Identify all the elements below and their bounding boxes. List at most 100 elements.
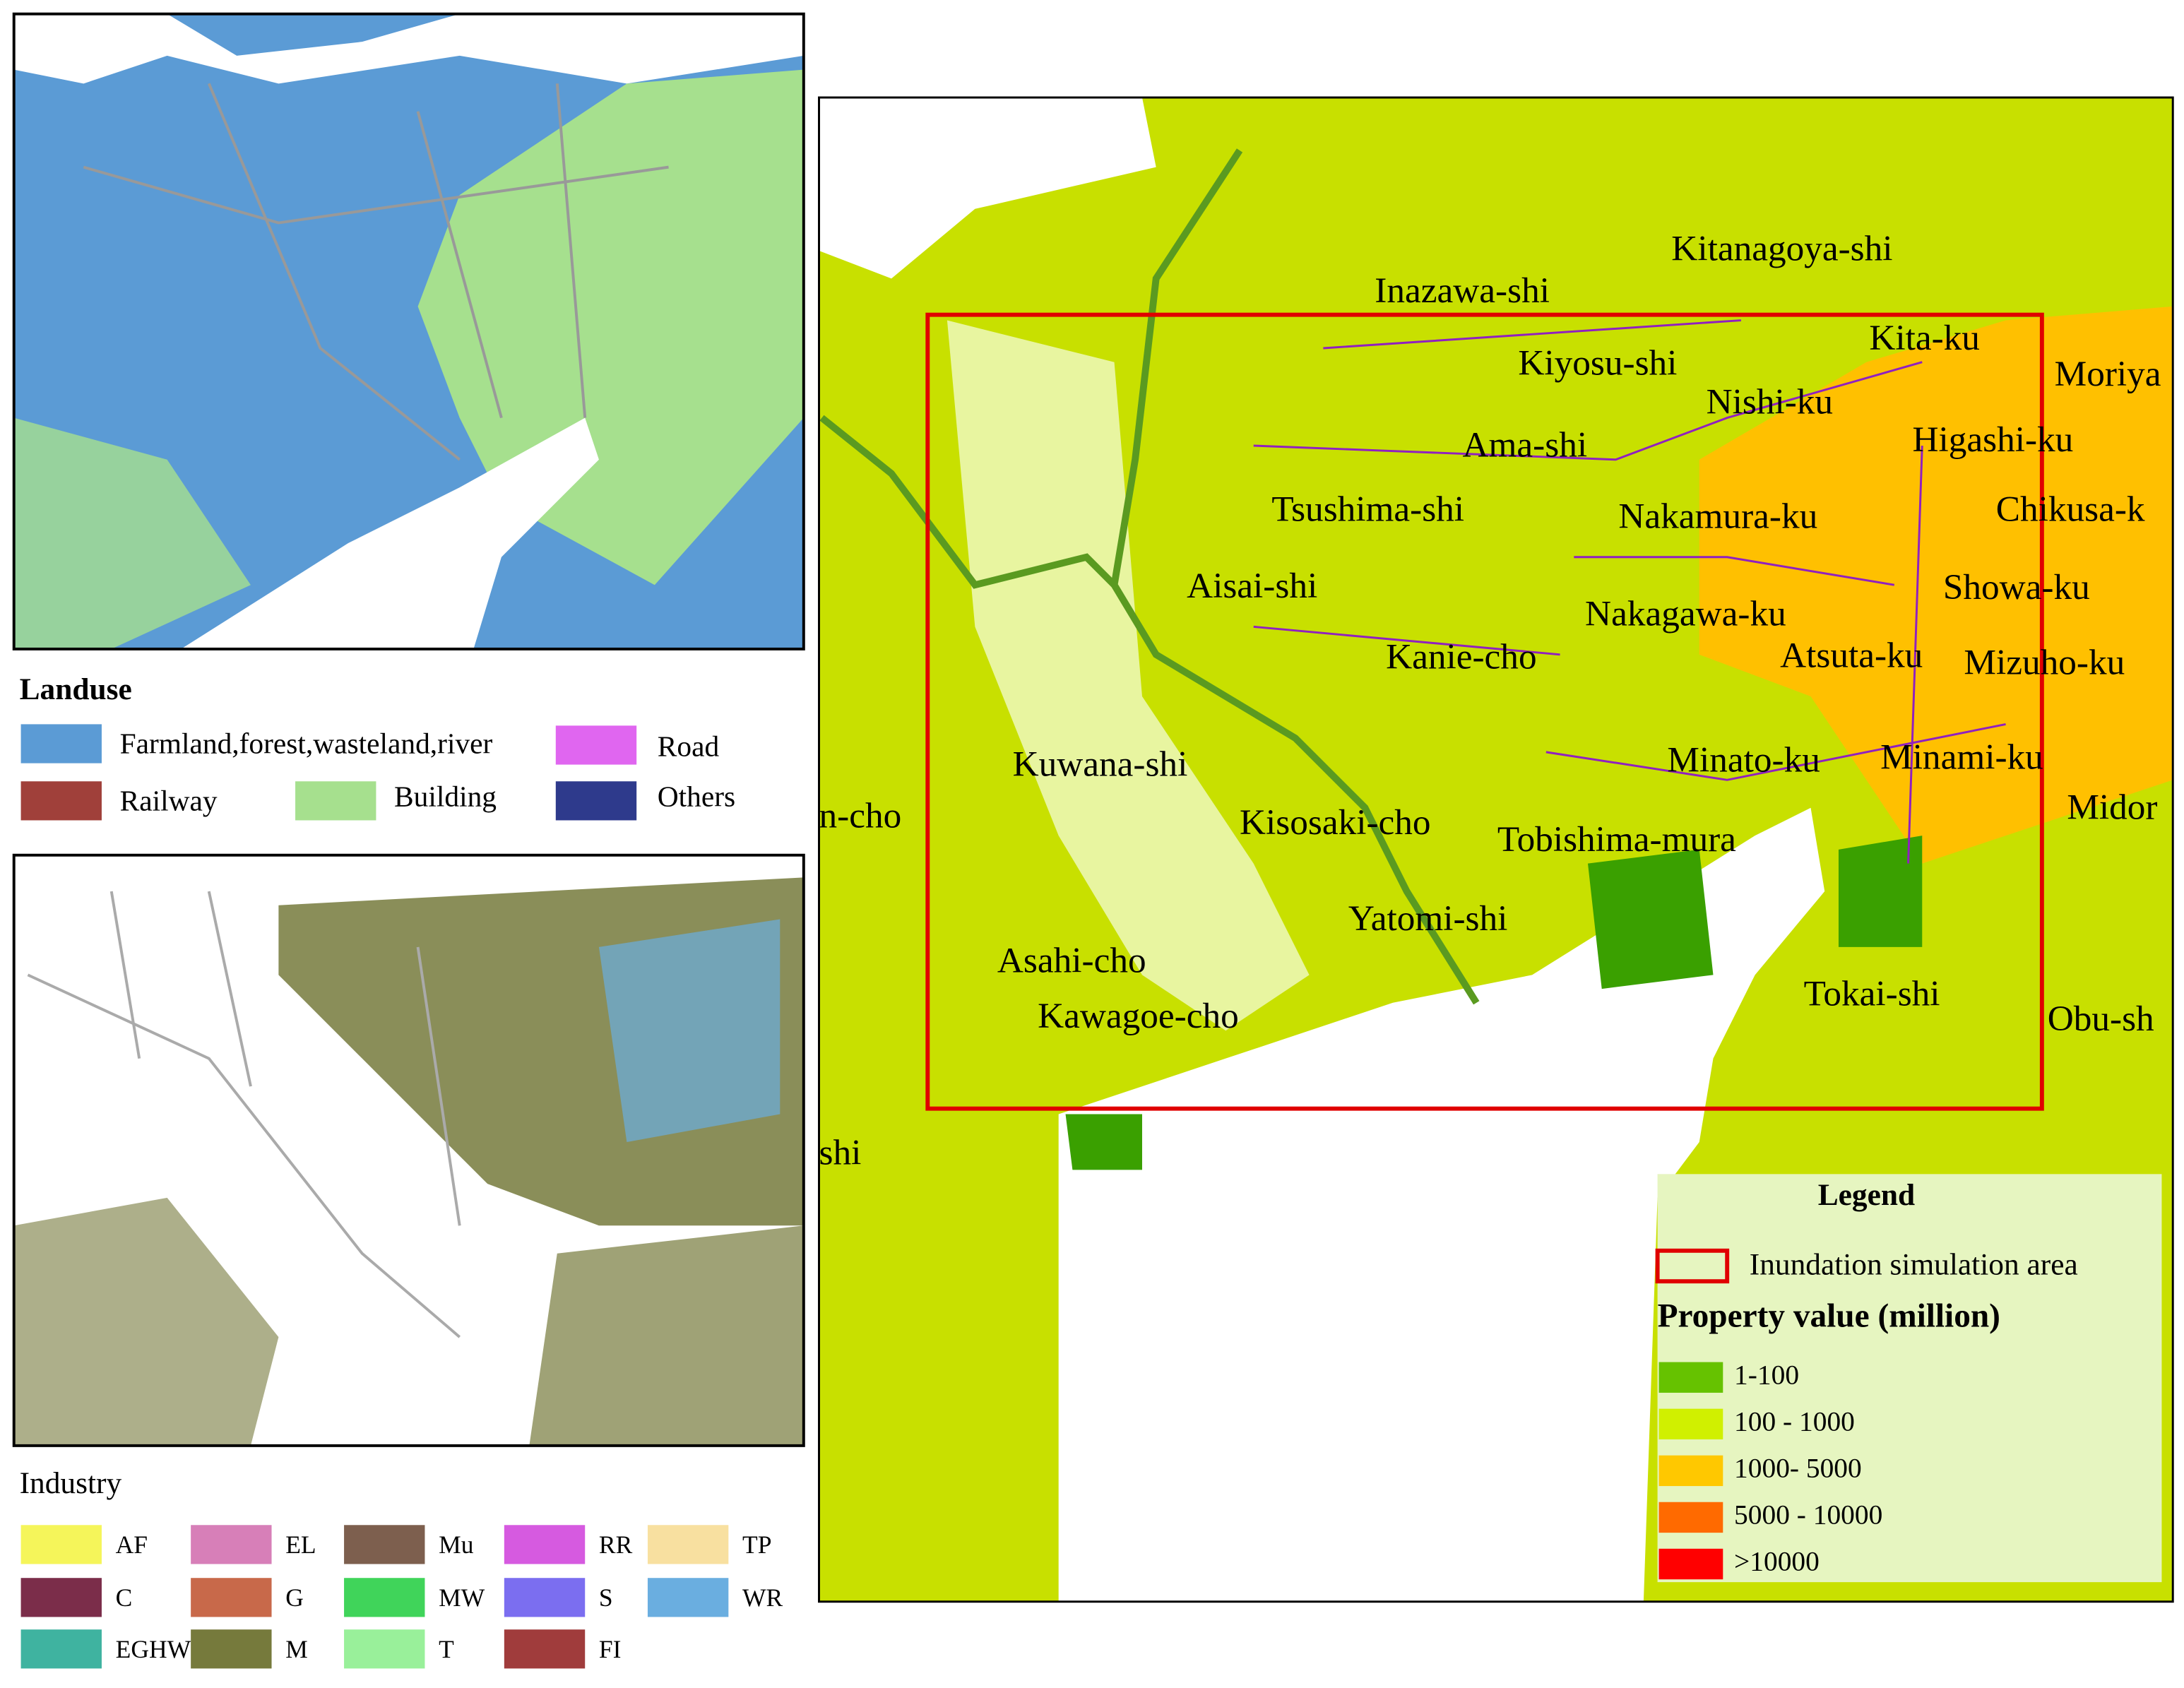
sea <box>181 417 599 649</box>
frame <box>12 12 805 650</box>
place-label: Nakamura-ku <box>1618 496 1817 536</box>
frame <box>818 96 2174 1603</box>
industry-area <box>13 1197 279 1446</box>
place-label: Kisosaki-cho <box>1240 802 1431 843</box>
legend-swatch <box>191 1578 272 1617</box>
legend-label: 5000 - 10000 <box>1734 1499 1882 1530</box>
legend-swatch <box>1658 1502 1723 1533</box>
place-label: Nakagawa-ku <box>1585 593 1786 634</box>
legend-title: Landuse <box>20 672 132 706</box>
legend-swatch <box>191 1629 272 1669</box>
place-label: Kawagoe-cho <box>1038 996 1239 1036</box>
place-label: Atsuta-ku <box>1780 635 1923 675</box>
boundary <box>1253 319 2006 864</box>
legend-swatch <box>20 781 102 821</box>
sea <box>1058 807 1825 1602</box>
place-label: Tokai-shi <box>1804 974 1940 1014</box>
place-label: Ama-shi <box>1463 425 1588 465</box>
place-label: Tsushima-shi <box>1271 489 1464 529</box>
legend-swatch <box>295 781 376 821</box>
legend-label: 100 - 1000 <box>1734 1405 1855 1437</box>
legend-label: G <box>285 1583 304 1612</box>
legend-label: TP <box>742 1531 771 1559</box>
frame <box>12 853 805 1447</box>
legend-swatch <box>20 1578 102 1617</box>
legend-swatch <box>504 1525 586 1564</box>
legend-label: RR <box>599 1531 633 1559</box>
green-area <box>1838 836 1923 947</box>
green-area <box>1065 1114 1142 1170</box>
legend-label: Inundation simulation area <box>1750 1247 2078 1281</box>
legend-swatch <box>1658 1408 1723 1440</box>
legend-label: Road <box>658 730 720 762</box>
place-label: Kitanagoya-shi <box>1671 229 1892 269</box>
place-label: Moriya <box>2055 354 2161 394</box>
labels: Landuse Farmland,forest,wasteland,river Ro… <box>20 229 2161 1669</box>
legend-label: 1000- 5000 <box>1734 1452 1862 1483</box>
legend-label: MW <box>439 1583 485 1612</box>
place-label: Asahi-cho <box>997 940 1146 980</box>
legend-label: Farmland,forest,wasteland,river <box>120 727 493 759</box>
legend-label: AF <box>116 1531 148 1559</box>
place-label: Midor <box>2067 787 2157 827</box>
legend-swatch <box>1658 1548 1723 1580</box>
industry-area <box>529 1225 804 1446</box>
outside <box>13 13 804 84</box>
place-label: Showa-ku <box>1943 567 2090 607</box>
legend-swatch <box>344 1578 425 1617</box>
place-label: Chikusa-k <box>1996 489 2145 529</box>
place-label: shi <box>819 1132 862 1172</box>
place-label: Yatomi-shi <box>1348 898 1508 939</box>
place-label: Mizuho-ku <box>1964 642 2125 682</box>
place-label: Inazawa-shi <box>1375 271 1550 311</box>
place-label: Tobishima-mura <box>1497 819 1736 860</box>
legend-swatch <box>1658 1362 1723 1393</box>
landuse-map <box>13 13 804 649</box>
place-label: n-cho <box>819 795 902 836</box>
legend-label: Building <box>394 780 497 812</box>
legend-swatch <box>1658 1455 1723 1487</box>
place-label: Kanie-cho <box>1386 636 1537 677</box>
legend-label: Mu <box>439 1531 474 1559</box>
legend-swatch <box>555 725 637 765</box>
legend-label: M <box>285 1635 308 1663</box>
boundary <box>27 891 461 1338</box>
legend-swatch <box>344 1525 425 1564</box>
property-map <box>819 97 2173 1602</box>
place-label: Minato-ku <box>1667 739 1820 780</box>
building-area <box>13 417 251 649</box>
legend-label: WR <box>742 1583 783 1612</box>
industry-area <box>598 919 781 1142</box>
legend-swatch <box>555 781 637 821</box>
place-label: Obu-sh <box>2048 999 2154 1039</box>
legend-swatch <box>191 1525 272 1564</box>
legend-label: >10000 <box>1734 1546 1820 1577</box>
legend-label: EL <box>285 1531 316 1559</box>
green-area <box>1588 849 1714 989</box>
place-label: Minami-ku <box>1880 737 2043 777</box>
legend-label: C <box>116 1583 133 1612</box>
legend-swatch <box>504 1578 586 1617</box>
place-label: Kiyosu-shi <box>1518 343 1677 383</box>
river <box>819 148 1480 1005</box>
legend-swatch <box>647 1578 729 1617</box>
place-label: Higashi-ku <box>1912 420 2073 460</box>
simulation-area <box>925 312 2044 1111</box>
legend-box <box>1657 1174 2162 1583</box>
outside <box>819 97 1156 279</box>
legend-title: Legend <box>1818 1178 1915 1212</box>
legend-subtitle: Property value (million) <box>1658 1297 2000 1334</box>
legend-swatch <box>504 1629 586 1669</box>
legend-swatch <box>20 724 102 763</box>
legend-label: Railway <box>120 784 218 816</box>
boundary <box>83 83 669 461</box>
legend-swatch <box>1655 1248 1730 1284</box>
legend-label: Others <box>658 780 735 812</box>
legend-swatch <box>20 1525 102 1564</box>
sparse-area <box>946 320 1310 1031</box>
legend-title: Industry <box>20 1466 122 1500</box>
legend-swatch <box>20 1629 102 1669</box>
place-label: Kita-ku <box>1869 318 1980 358</box>
legend-label: S <box>599 1583 613 1612</box>
